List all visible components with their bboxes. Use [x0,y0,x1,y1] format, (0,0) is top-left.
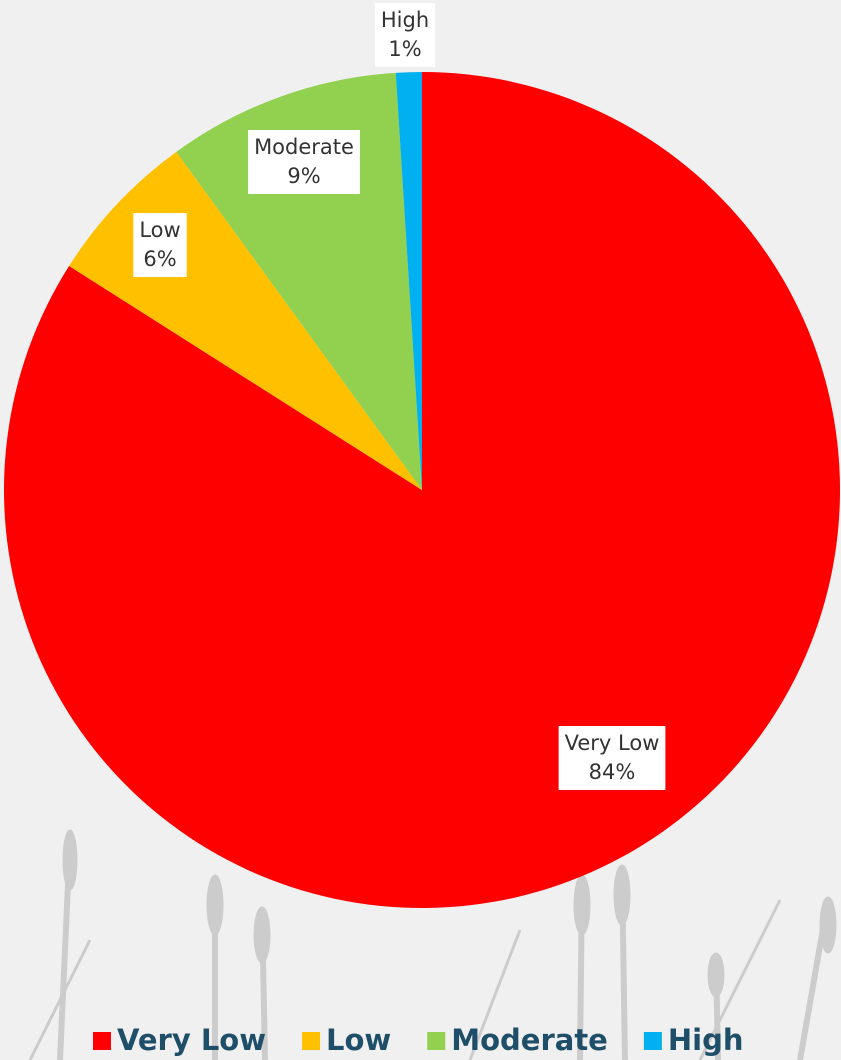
data-label-value: 6% [143,247,176,271]
data-label-category: Low [139,218,180,242]
data-label-category: Very Low [565,731,660,755]
data-label-box [248,130,360,194]
legend-label: Moderate [451,1023,608,1057]
data-label: Very Low 84% [558,726,666,790]
legend-label: High [668,1023,744,1057]
pie-slice [395,72,422,490]
data-label: Low 6% [133,213,187,277]
data-label-value: 1% [388,37,421,61]
legend-swatch [302,1032,321,1050]
data-label-value: 84% [589,760,636,784]
legend-swatch [93,1032,111,1050]
data-label-value: 9% [287,164,320,188]
data-label-category: High [381,8,429,32]
legend-label: Low [326,1023,391,1057]
data-label-box [133,213,187,277]
pie-slice [176,72,422,490]
pie-slice [3,72,841,908]
data-label-box [558,726,666,790]
data-label: Moderate 9% [248,130,360,194]
legend-swatch [427,1032,446,1050]
data-label-box [374,3,436,67]
legend-label: Very Low [117,1023,266,1057]
data-label-category: Moderate [254,135,354,159]
background-reeds [28,829,837,1060]
legend-swatch [643,1032,662,1050]
data-label: High 1% [374,3,436,67]
